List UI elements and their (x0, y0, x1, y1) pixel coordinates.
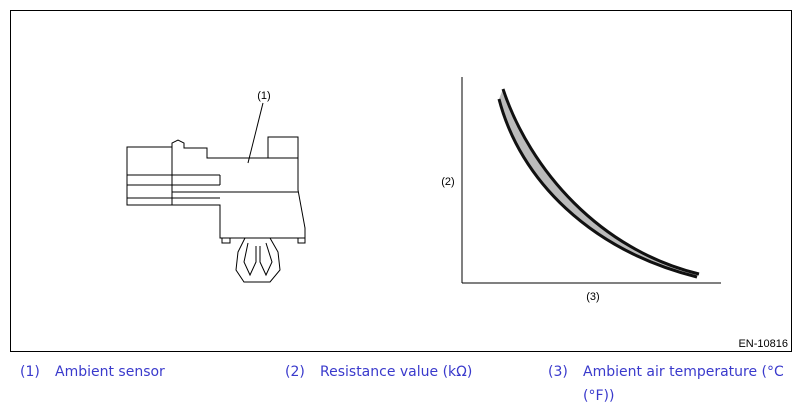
legend-text: Ambient air temperature (°C (°F)) (583, 364, 784, 404)
connector-drawing (126, 102, 306, 283)
figure-frame (10, 10, 792, 352)
legend-number: (1) (20, 364, 40, 380)
figure: (1) (2) (3) EN-10816 (10, 10, 792, 352)
figure-label: (2) (441, 176, 454, 188)
graph-drawing (461, 77, 721, 284)
figure-label: (1) (257, 90, 270, 102)
legend-number: (2) (285, 364, 305, 380)
figure-label: (3) (586, 291, 599, 303)
legend-number: (3) (548, 364, 568, 380)
legend-text: Resistance value (kΩ) (320, 364, 473, 380)
figure-code: EN-10816 (738, 338, 788, 350)
legend-text: Ambient sensor (55, 364, 165, 380)
